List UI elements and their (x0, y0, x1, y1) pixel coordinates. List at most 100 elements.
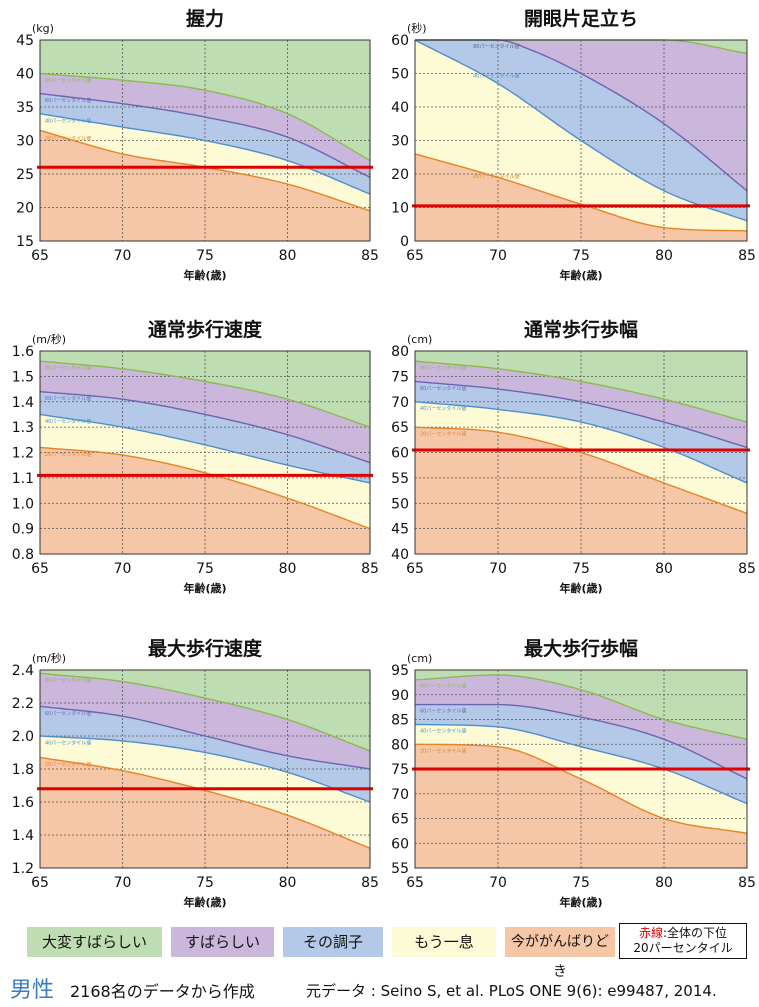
y-tick-label: 20 (16, 201, 34, 217)
x-tick-label: 80 (655, 875, 673, 891)
x-tick-label: 85 (361, 248, 379, 264)
percentile-line-60 (39, 390, 371, 464)
percentile-label: 60パーセンタイル値 (420, 708, 466, 715)
percentile-label: 20パーセンタイル値 (420, 430, 466, 437)
percentile-line-60 (39, 705, 371, 770)
x-tick-label: 85 (361, 875, 379, 891)
zone-work-hard (415, 153, 747, 241)
red-line-text: :全体の下位 (662, 926, 728, 940)
y-tick-label: 2.0 (12, 729, 34, 745)
percentile-label: 60パーセンタイル値 (473, 43, 519, 50)
chart-5: 80パーセンタイル値 60パーセンタイル値 40パーセンタイル値 20パーセンタイル値… (12, 637, 379, 909)
y-tick-label: 1.2 (12, 446, 34, 462)
percentile-line-20 (39, 446, 371, 530)
x-tick-label: 85 (738, 248, 756, 264)
chart-title: 通常歩行速度 (148, 318, 263, 341)
y-tick-label: 35 (16, 100, 34, 116)
y-tick-label: 65 (391, 812, 409, 828)
percentile-line-40 (39, 113, 371, 195)
percentile-label: 80パーセンタイル値 (45, 365, 91, 372)
percentile-label: 80パーセンタイル値 (45, 677, 91, 684)
chart-title: 握力 (186, 7, 224, 30)
plot-frame (414, 350, 748, 555)
x-tick-label: 70 (114, 561, 132, 577)
x-tick-label: 80 (279, 561, 297, 577)
y-unit-label: (cm) (407, 333, 432, 346)
y-tick-label: 0.8 (12, 547, 34, 563)
y-tick-label: 1.1 (12, 471, 34, 487)
plot-frame (414, 39, 748, 242)
legend-item-work-hard: 今ががんばりどき (505, 927, 615, 980)
x-tick-label: 65 (406, 561, 424, 577)
y-unit-label: (kg) (32, 22, 54, 35)
x-tick-label: 75 (196, 875, 214, 891)
x-axis-label: 年齢(歳) (183, 268, 226, 282)
legend: 大変すばらしい すばらしい その調子 もう一息 今ががんばりどき 赤線:全体の下… (27, 923, 749, 980)
percentile-label: 40パーセンタイル値 (45, 118, 91, 125)
y-tick-label: 1.3 (12, 420, 34, 436)
chart-title: 開眼片足立ち (524, 7, 638, 30)
y-tick-label: 60 (391, 836, 409, 852)
x-tick-label: 80 (655, 561, 673, 577)
y-tick-label: 0 (400, 234, 409, 250)
chart-4: 80パーセンタイル値 60パーセンタイル値 40パーセンタイル値 20パーセンタイル値… (391, 318, 756, 595)
percentile-label: 20パーセンタイル値 (473, 173, 519, 180)
percentile-label: 40パーセンタイル値 (45, 418, 91, 425)
x-tick-label: 75 (572, 248, 590, 264)
x-tick-label: 80 (655, 248, 673, 264)
chart-3: 80パーセンタイル値 60パーセンタイル値 40パーセンタイル値 20パーセンタイル値… (12, 318, 379, 595)
x-axis-label: 年齢(歳) (559, 268, 602, 282)
percentile-label: 20パーセンタイル値 (45, 451, 91, 458)
percentile-label: 80パーセンタイル値 (473, 43, 519, 50)
plot-frame (39, 350, 371, 555)
legend-item-keep-going: その調子 (283, 927, 383, 957)
y-tick-label: 1.2 (12, 861, 34, 877)
percentile-label: 40パーセンタイル値 (45, 739, 91, 746)
percentile-line-20 (414, 153, 748, 232)
percentile-line-20 (414, 426, 748, 515)
percentile-label: 40パーセンタイル値 (420, 728, 466, 735)
x-tick-label: 65 (406, 875, 424, 891)
y-tick-label: 1.4 (12, 828, 34, 844)
y-tick-label: 15 (16, 234, 34, 250)
percentile-line-20 (39, 756, 371, 849)
x-axis-label: 年齢(歳) (183, 581, 226, 595)
x-tick-label: 65 (406, 248, 424, 264)
y-tick-label: 1.4 (12, 395, 34, 411)
y-tick-label: 65 (391, 420, 409, 436)
x-tick-label: 80 (279, 875, 297, 891)
percentile-label: 20パーセンタイル値 (45, 135, 91, 142)
percentile-label: 40パーセンタイル値 (473, 73, 519, 80)
footer: 男性 2168名のデータから作成 元データ : Seino S, et al. … (8, 970, 753, 1004)
legend-item-almost: もう一息 (392, 927, 496, 957)
percentile-line-80 (39, 360, 371, 428)
x-axis-label: 年齢(歳) (183, 895, 226, 909)
x-tick-label: 75 (572, 875, 590, 891)
y-tick-label: 70 (391, 787, 409, 803)
y-unit-label: (cm) (407, 652, 432, 665)
y-tick-label: 70 (391, 395, 409, 411)
y-tick-label: 60 (391, 446, 409, 462)
x-tick-label: 70 (489, 248, 507, 264)
y-tick-label: 80 (391, 737, 409, 753)
percentile-line-80 (39, 672, 371, 752)
percentile-label: 60パーセンタイル値 (45, 97, 91, 104)
y-tick-label: 60 (391, 33, 409, 49)
y-tick-label: 45 (391, 522, 409, 538)
percentile-line-40 (39, 735, 371, 803)
percentile-line-60 (39, 92, 371, 178)
percentile-label: 60パーセンタイル値 (45, 710, 91, 717)
sample-count: 2168名のデータから作成 (70, 982, 255, 1001)
y-tick-label: 2.4 (12, 663, 34, 679)
x-tick-label: 80 (279, 248, 297, 264)
red-line-title: 赤線 (638, 926, 663, 940)
y-tick-label: 10 (391, 201, 409, 217)
plot-frame (39, 669, 371, 869)
y-tick-label: 90 (391, 688, 409, 704)
data-source: 元データ : Seino S, et al. PLoS ONE 9(6): e9… (306, 982, 717, 1000)
y-tick-label: 1.5 (12, 369, 34, 385)
y-tick-label: 20 (391, 167, 409, 183)
percentile-line-40 (415, 723, 748, 805)
